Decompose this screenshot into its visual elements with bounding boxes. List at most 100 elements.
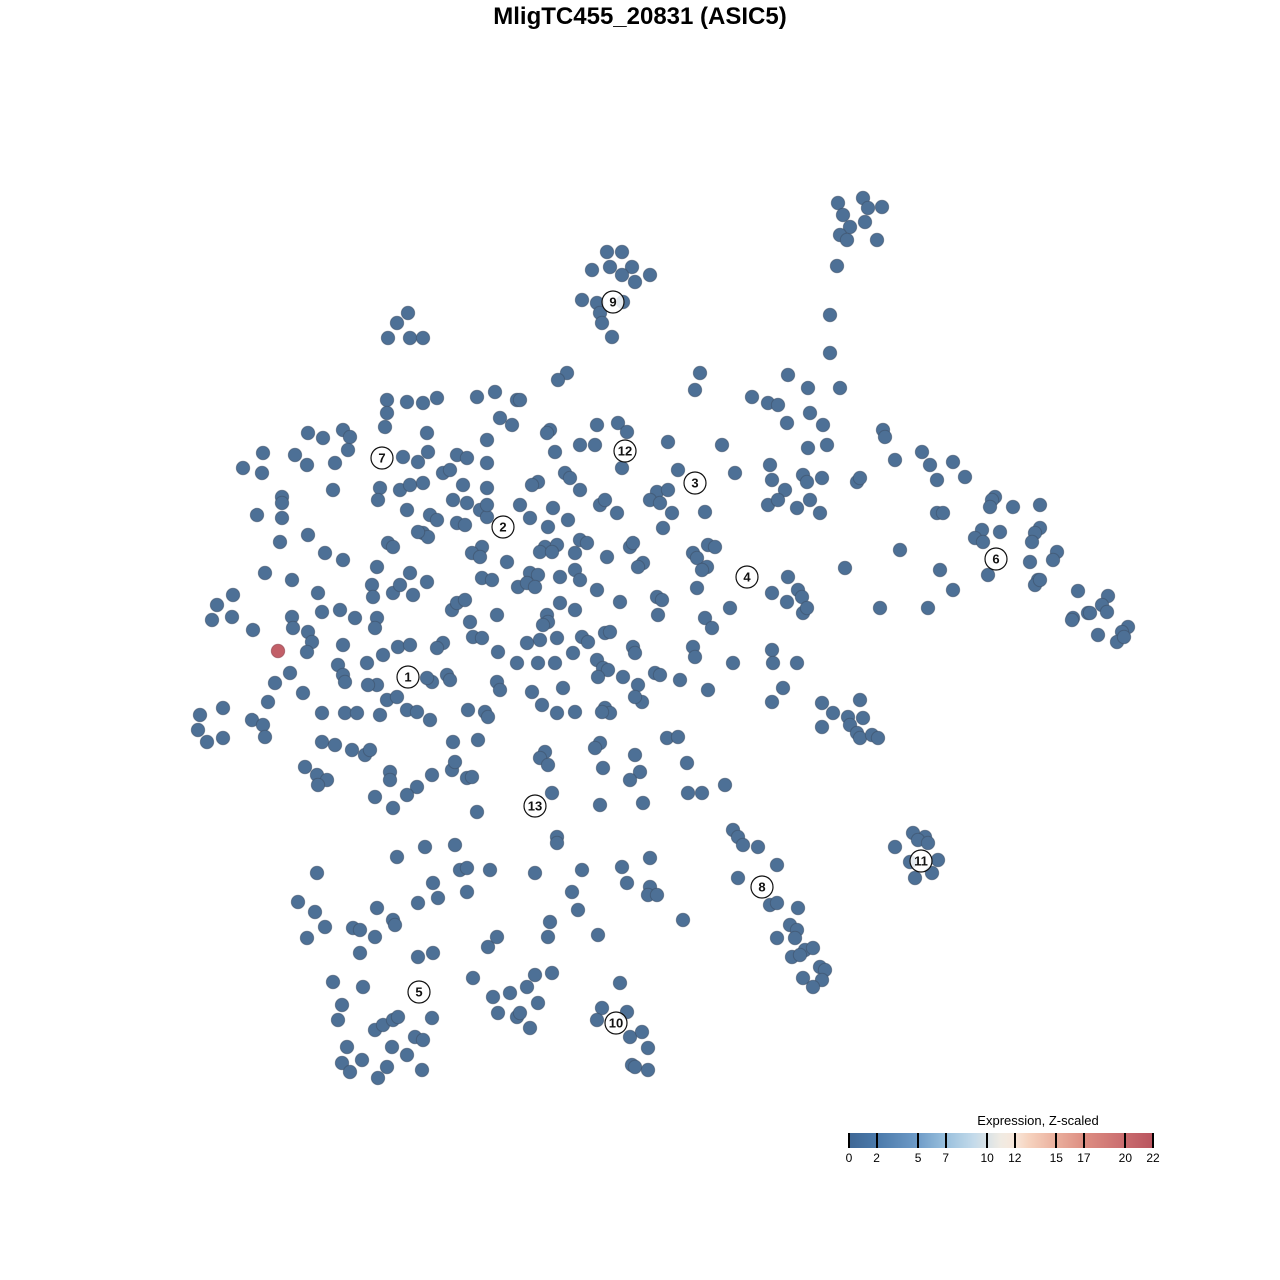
data-point <box>567 602 583 618</box>
data-point <box>627 1059 643 1075</box>
data-point <box>402 330 418 346</box>
data-point <box>592 797 608 813</box>
data-point <box>489 929 505 945</box>
data-point <box>479 497 495 513</box>
cluster-badge-11: 11 <box>909 849 933 873</box>
data-point <box>392 577 408 593</box>
data-point <box>622 1029 638 1045</box>
data-point <box>590 669 606 685</box>
cluster-badge-10: 10 <box>604 1011 628 1035</box>
data-point <box>384 1039 400 1055</box>
data-point <box>935 505 951 521</box>
data-point <box>819 437 835 453</box>
data-point <box>590 927 606 943</box>
data-point <box>822 307 838 323</box>
data-point <box>540 929 556 945</box>
data-point <box>417 839 433 855</box>
data-point <box>284 572 300 588</box>
data-point <box>779 594 795 610</box>
data-point <box>325 974 341 990</box>
data-point <box>887 839 903 855</box>
data-point <box>544 965 560 981</box>
data-point <box>1024 534 1040 550</box>
data-point <box>770 492 786 508</box>
data-point <box>342 1064 358 1080</box>
data-point <box>907 870 923 886</box>
data-point <box>542 914 558 930</box>
data-point <box>199 734 215 750</box>
data-point <box>764 642 780 658</box>
data-point <box>812 505 828 521</box>
data-point <box>325 482 341 498</box>
cluster-badge-1: 1 <box>396 665 420 689</box>
data-point <box>594 704 610 720</box>
data-point <box>479 480 495 496</box>
data-point <box>369 559 385 575</box>
data-point <box>274 510 290 526</box>
data-point <box>330 1012 346 1028</box>
data-point <box>380 330 396 346</box>
data-point <box>707 539 723 555</box>
data-point <box>929 472 945 488</box>
data-point <box>519 979 535 995</box>
data-point <box>519 635 535 651</box>
cluster-badge-label: 12 <box>618 444 632 459</box>
data-point <box>457 592 473 608</box>
cluster-badge-7: 7 <box>370 446 394 470</box>
data-point <box>860 200 876 216</box>
data-point <box>704 620 720 636</box>
data-point <box>814 695 830 711</box>
data-point <box>622 772 638 788</box>
data-point <box>297 759 313 775</box>
data-point <box>254 465 270 481</box>
data-point <box>484 572 500 588</box>
data-point <box>992 524 1008 540</box>
data-point <box>857 214 873 230</box>
data-point <box>410 524 426 540</box>
data-point <box>599 549 615 565</box>
data-point <box>1070 583 1086 599</box>
data-point <box>459 860 475 876</box>
cluster-badge-label: 11 <box>914 854 928 869</box>
data-point <box>779 415 795 431</box>
data-point <box>315 430 331 446</box>
data-point <box>652 495 668 511</box>
data-point <box>334 997 350 1013</box>
data-point <box>579 535 595 551</box>
data-point <box>470 732 486 748</box>
data-point <box>630 677 646 693</box>
data-point <box>570 902 586 918</box>
data-point <box>299 930 315 946</box>
data-point <box>572 482 588 498</box>
data-point <box>780 569 796 585</box>
data-point <box>630 559 646 575</box>
cluster-badge-circle <box>735 565 759 589</box>
data-point <box>552 569 568 585</box>
data-point <box>512 497 528 513</box>
data-point <box>855 710 871 726</box>
data-point <box>574 292 590 308</box>
data-point <box>599 244 615 260</box>
data-point <box>717 777 733 793</box>
data-point <box>487 384 503 400</box>
data-point <box>545 500 561 516</box>
data-point <box>224 609 240 625</box>
data-point <box>317 919 333 935</box>
cluster-badge-label: 8 <box>758 880 765 895</box>
data-point <box>835 207 851 223</box>
data-point <box>769 930 785 946</box>
data-point <box>627 747 643 763</box>
data-point <box>455 477 471 493</box>
data-point <box>462 614 478 630</box>
cluster-badge-12: 12 <box>613 439 637 463</box>
data-point <box>1064 612 1080 628</box>
data-point <box>852 470 868 486</box>
data-point <box>689 550 705 566</box>
data-point <box>534 697 550 713</box>
data-point <box>334 1055 350 1071</box>
data-point <box>649 887 665 903</box>
data-point <box>930 852 946 868</box>
data-point <box>920 600 936 616</box>
data-point <box>654 592 670 608</box>
data-point <box>370 1070 386 1086</box>
